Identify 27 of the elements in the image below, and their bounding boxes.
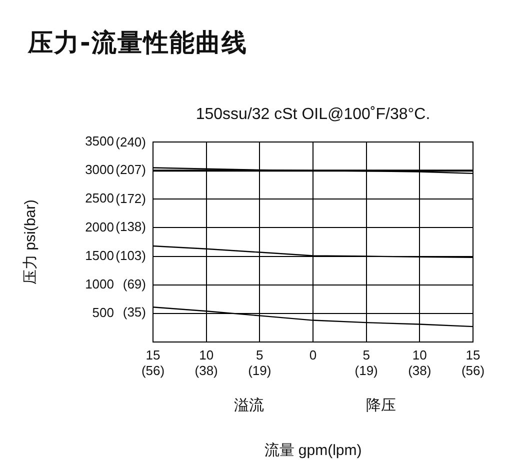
y-tick-label: 3500 xyxy=(85,134,114,149)
x-tick-label: 10 (38) xyxy=(408,347,432,378)
y2-tick-label: (69) xyxy=(122,276,146,292)
y-tick-label: 2000 xyxy=(85,219,114,234)
y2-tick-label: (240) xyxy=(116,134,146,150)
chart-subtitle: 150ssu/32 cSt OIL@100˚F/38°C. xyxy=(194,106,432,124)
y2-tick-label: (172) xyxy=(116,190,146,206)
y2-tick-label: (138) xyxy=(116,219,146,234)
text: 溢流 xyxy=(233,396,265,415)
text: 降压 xyxy=(365,396,397,415)
x-tick-label: 5 (19) xyxy=(248,347,272,378)
x-axis-title: 流量 gpm(lpm) xyxy=(264,442,362,460)
x-tick-label: 15 (56) xyxy=(461,347,485,378)
y-tick-label: 500 xyxy=(92,305,114,320)
y-tick-label: 1000 xyxy=(85,276,114,292)
chart-title: 压力-流量性能曲线 xyxy=(28,27,248,59)
y2-tick-label: (103) xyxy=(116,248,146,264)
y-axis-title: 压力 psi(bar) xyxy=(22,199,40,285)
y-tick-label: 2500 xyxy=(85,190,114,206)
y2-tick-label: (207) xyxy=(116,162,146,177)
x-tick-label: 10 (38) xyxy=(194,347,218,378)
x-tick-label: 15 (56) xyxy=(141,347,165,378)
y-tick-label: 3000 xyxy=(85,162,114,178)
x-tick-label: 5 (19) xyxy=(354,347,378,378)
y2-tick-label: (35) xyxy=(122,304,146,320)
y-tick-label: 1500 xyxy=(85,248,114,263)
x-tick-label: 0 xyxy=(309,347,317,362)
